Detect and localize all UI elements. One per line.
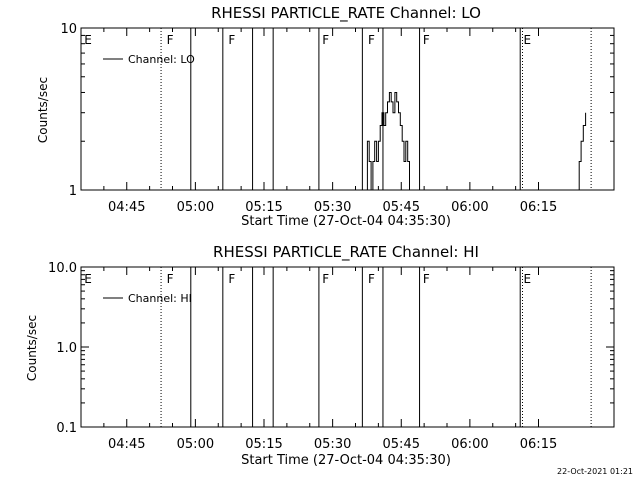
panel-hi-x-tick-label-4: 05:45 xyxy=(383,437,420,452)
panel-hi-flag-5: F xyxy=(423,272,430,286)
panel-lo-x-axis: 04:45 05:00 05:15 05:30 05:45 06:00 06:15 xyxy=(80,28,557,215)
panel-hi-y-tick-label-2: 10.0 xyxy=(48,261,77,276)
panel-hi-flag-4: F xyxy=(368,272,375,286)
panel-lo-x-label: Start Time (27-Oct-04 04:35:30) xyxy=(241,214,451,229)
panel-lo-y-tick-label-0: 1 xyxy=(69,184,77,199)
panel-lo-x-tick-label-3: 05:30 xyxy=(314,200,351,215)
legend-hi-label: Channel: HI xyxy=(128,292,192,305)
panel-lo-flag-3: F xyxy=(322,33,329,47)
panel-hi-y-tick-label-0: 0.1 xyxy=(56,421,77,436)
panel-lo: RHESSI PARTICLE_RATE Channel: LO E F F F F F E… xyxy=(36,4,615,229)
panel-lo-y-axis: 1 10 xyxy=(60,22,614,199)
panel-hi-x-tick-label-1: 05:00 xyxy=(177,437,214,452)
panel-lo-flag-5: F xyxy=(423,33,430,47)
panel-hi-x-tick-label-5: 06:00 xyxy=(451,437,488,452)
panel-hi-y-axis: 0.1 1.0 10.0 xyxy=(48,261,614,436)
legend-lo-label: Channel: LO xyxy=(128,53,195,66)
panel-lo-flag-2: F xyxy=(228,33,235,47)
panel-lo-flag-6: E xyxy=(523,33,531,47)
panel-hi-x-tick-label-0: 04:45 xyxy=(108,437,145,452)
panel-hi: RHESSI PARTICLE_RATE Channel: HI E F F F F F E… xyxy=(25,243,615,468)
panel-hi-x-label: Start Time (27-Oct-04 04:35:30) xyxy=(241,453,451,468)
panel-hi-flag-3: F xyxy=(322,272,329,286)
panel-hi-y-tick-label-1: 1.0 xyxy=(56,341,77,356)
panel-hi-x-tick-label-6: 06:15 xyxy=(520,437,557,452)
panel-lo-x-tick-label-1: 05:00 xyxy=(177,200,214,215)
panel-hi-title: RHESSI PARTICLE_RATE Channel: HI xyxy=(213,243,479,262)
panel-lo-plot-frame xyxy=(80,27,615,191)
panel-lo-x-tick-label-5: 06:00 xyxy=(451,200,488,215)
panel-hi-flag-2: F xyxy=(228,272,235,286)
panel-lo-flag-4: F xyxy=(368,33,375,47)
panel-lo-flag-1: F xyxy=(167,33,174,47)
panel-lo-series-0-burst xyxy=(366,92,412,191)
panel-hi-flag-1: F xyxy=(167,272,174,286)
panel-lo-series xyxy=(366,92,587,191)
footer-timestamp: 22-Oct-2021 01:21 xyxy=(557,467,633,476)
panel-lo-y-label: Counts/sec xyxy=(36,77,50,143)
panel-hi-x-axis: 04:45 05:00 05:15 05:30 05:45 06:00 06:15 xyxy=(80,267,557,452)
panel-lo-flag-0: E xyxy=(84,33,92,47)
panel-hi-flag-6: E xyxy=(523,272,531,286)
panel-lo-x-tick-label-6: 06:15 xyxy=(520,200,557,215)
panel-lo-x-tick-label-4: 05:45 xyxy=(383,200,420,215)
panel-hi-x-tick-label-2: 05:15 xyxy=(245,437,282,452)
panel-lo-series-0-rise xyxy=(577,112,587,191)
panel-lo-x-tick-label-2: 05:15 xyxy=(245,200,282,215)
panel-hi-y-label: Counts/sec xyxy=(25,315,39,381)
panel-hi-flag-0: E xyxy=(84,272,92,286)
panel-lo-title: RHESSI PARTICLE_RATE Channel: LO xyxy=(211,4,481,23)
panel-hi-x-tick-label-3: 05:30 xyxy=(314,437,351,452)
panel-lo-x-tick-label-0: 04:45 xyxy=(108,200,145,215)
panel-lo-y-tick-label-1: 10 xyxy=(60,22,77,37)
